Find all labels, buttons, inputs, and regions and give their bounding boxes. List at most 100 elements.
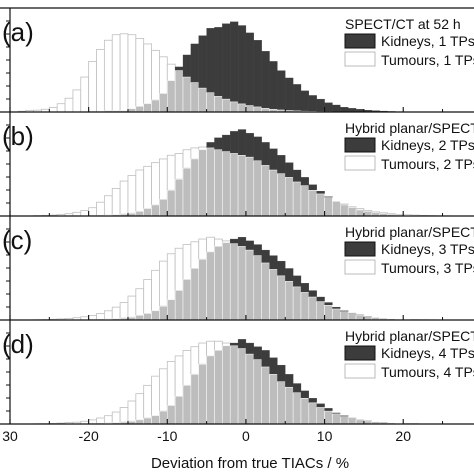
- bar-kidneys: [230, 238, 239, 244]
- legend-swatch-kidneys: [344, 241, 376, 257]
- bar-overlap: [324, 410, 333, 425]
- bar-overlap: [135, 106, 144, 113]
- bar-overlap: [229, 101, 239, 113]
- bar-tumours: [119, 302, 129, 319]
- bar-tumours: [166, 63, 176, 82]
- bar-kidneys: [222, 23, 231, 100]
- panel-label: (b): [2, 121, 34, 151]
- bar-overlap: [167, 299, 176, 321]
- bar-overlap: [285, 281, 294, 321]
- bar-kidneys: [340, 107, 349, 112]
- bar-overlap: [237, 246, 247, 321]
- bar-overlap: [347, 207, 357, 217]
- bar-tumours: [182, 349, 192, 386]
- bar-kidneys: [230, 21, 239, 103]
- bar-overlap: [206, 147, 215, 217]
- bar-kidneys: [277, 155, 286, 174]
- bar-overlap: [229, 153, 239, 217]
- bar-overlap: [363, 211, 373, 217]
- bar-kidneys: [261, 350, 270, 368]
- bar-kidneys: [316, 191, 325, 195]
- bar-kidneys: [308, 184, 317, 191]
- bar-kidneys: [277, 260, 286, 276]
- bar-tumours: [72, 89, 82, 113]
- bar-overlap: [182, 76, 192, 113]
- bar-overlap: [269, 269, 278, 321]
- x-axis-label: Deviation from true TIACs / %: [151, 455, 349, 472]
- bar-tumours: [96, 417, 105, 424]
- bar-tumours: [127, 175, 137, 214]
- bar-overlap: [253, 359, 262, 425]
- bar-overlap: [167, 80, 176, 113]
- bar-overlap: [237, 155, 247, 217]
- bar-overlap: [300, 292, 310, 321]
- bar-tumours: [80, 76, 90, 113]
- bar-overlap: [143, 313, 152, 321]
- bar-overlap: [285, 386, 294, 425]
- bar-overlap: [308, 296, 317, 321]
- bar-overlap: [151, 204, 160, 217]
- bar-overlap: [190, 158, 199, 217]
- bar-tumours: [143, 384, 152, 419]
- bar-tumours: [198, 238, 208, 260]
- bar-overlap: [206, 92, 215, 113]
- bar-tumours: [96, 201, 105, 216]
- bar-overlap: [292, 181, 302, 217]
- bar-overlap: [229, 345, 239, 425]
- bar-overlap: [135, 211, 144, 217]
- bar-tumours: [48, 107, 58, 113]
- bar-tumours: [103, 195, 113, 216]
- bar-tumours: [166, 253, 176, 301]
- bar-overlap: [143, 103, 152, 113]
- legend-title: Hybrid planar/SPECT: [345, 224, 474, 240]
- bar-kidneys: [285, 162, 294, 178]
- bar-tumours: [111, 306, 121, 320]
- bar-overlap: [214, 246, 223, 321]
- bar-overlap: [229, 243, 239, 321]
- x-tick-label: -10: [157, 428, 177, 444]
- bar-kidneys: [292, 169, 302, 183]
- bar-kidneys: [285, 77, 294, 111]
- bar-tumours: [206, 340, 215, 357]
- bar-tumours: [159, 260, 168, 307]
- bar-overlap: [198, 149, 207, 217]
- bar-overlap: [300, 397, 310, 425]
- bar-overlap: [285, 177, 294, 217]
- bar-overlap: [261, 262, 270, 321]
- bar-overlap: [277, 275, 286, 321]
- bar-tumours: [80, 210, 90, 217]
- bar-overlap: [198, 363, 207, 425]
- bar-kidneys: [206, 142, 215, 149]
- bar-tumours: [88, 314, 97, 321]
- bar-kidneys: [324, 408, 333, 412]
- bar-kidneys: [237, 237, 247, 247]
- bar-overlap: [237, 348, 247, 425]
- bar-tumours: [103, 415, 113, 424]
- bar-overlap: [340, 311, 349, 321]
- legend-label-tumours: Tumours, 4 TPs: [381, 364, 474, 380]
- bar-tumours: [135, 38, 145, 107]
- bar-kidneys: [230, 342, 239, 346]
- bar-overlap: [332, 308, 341, 321]
- bar-overlap: [159, 305, 168, 321]
- bar-tumours: [221, 240, 231, 244]
- bar-tumours: [103, 39, 113, 112]
- legend-swatch-kidneys: [344, 345, 376, 361]
- bar-tumours: [143, 165, 152, 210]
- x-tick-label: 0: [242, 428, 250, 444]
- panel-label: (d): [2, 329, 34, 359]
- legend-label-kidneys: Kidneys, 1 TPs: [381, 33, 474, 49]
- bar-overlap: [340, 204, 349, 217]
- bar-overlap: [324, 305, 333, 321]
- bar-overlap: [182, 279, 192, 321]
- bar-tumours: [166, 154, 176, 191]
- bar-tumours: [214, 340, 223, 351]
- bar-overlap: [174, 290, 184, 321]
- bar-overlap: [182, 385, 192, 425]
- bar-kidneys: [261, 51, 270, 109]
- bar-kidneys: [198, 35, 207, 89]
- bar-overlap: [245, 249, 255, 321]
- bar-tumours: [88, 207, 97, 217]
